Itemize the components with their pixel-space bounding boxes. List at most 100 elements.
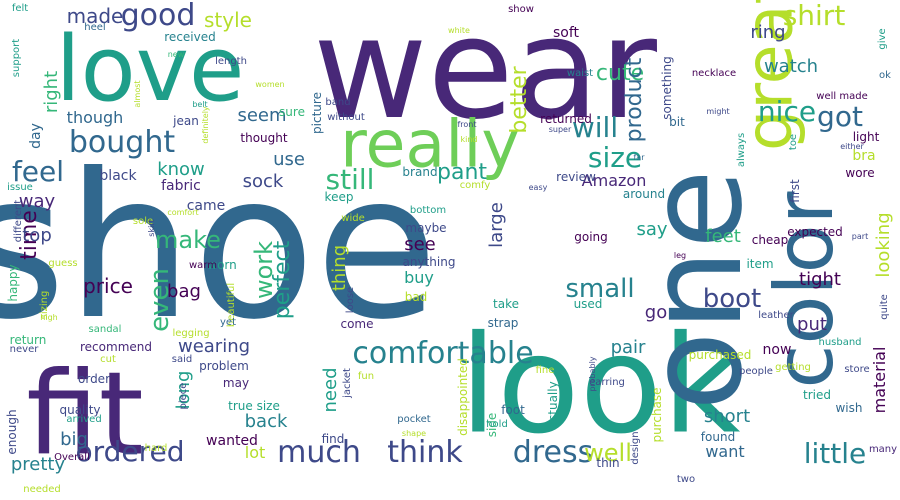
cloud-word: ok [879, 70, 891, 81]
cloud-word: small [565, 274, 635, 304]
cloud-word: brand [402, 165, 438, 179]
cloud-word: material [870, 346, 889, 414]
cloud-word: super [548, 125, 572, 134]
cloud-word: shape [401, 429, 427, 438]
cloud-word: probably [588, 356, 597, 392]
cloud-word: watch [763, 56, 819, 77]
cloud-word: comfy [459, 180, 491, 191]
cloud-word: said [171, 354, 193, 365]
cloud-word: actually [546, 381, 560, 429]
cloud-word: cut [100, 354, 116, 365]
cloud-word: yet [220, 317, 236, 328]
cloud-word: bad [404, 290, 428, 304]
cloud-word: use [273, 149, 305, 170]
cloud-word: tight [799, 269, 841, 290]
cloud-word: without [327, 112, 365, 123]
cloud-word: waist [566, 68, 594, 79]
cloud-word: warm [189, 260, 217, 271]
cloud-word: returned [540, 112, 592, 126]
cloud-word: necklace [691, 68, 737, 79]
cloud-word: though [66, 108, 124, 127]
cloud-word: looking [873, 212, 894, 278]
cloud-word: easy [528, 183, 548, 192]
cloud-word: Amazon [581, 171, 647, 190]
cloud-word: problem [199, 359, 249, 373]
cloud-word: jacket [342, 368, 353, 398]
cloud-word: put [797, 314, 827, 335]
cloud-word: bottom [409, 205, 447, 216]
cloud-word: shirt [782, 0, 846, 32]
cloud-word: soft [552, 25, 580, 41]
cloud-word: comfortable [352, 336, 534, 371]
cloud-word: front [457, 120, 477, 129]
cloud-word: know [157, 159, 205, 180]
cloud-word: shoe [0, 131, 439, 364]
cloud-word: first [788, 179, 802, 203]
cloud-word: hold [486, 419, 508, 430]
cloud-word: buy [404, 268, 434, 287]
cloud-word: bag [167, 281, 201, 302]
cloud-word: wish [835, 401, 863, 415]
cloud-word: found [700, 430, 736, 444]
cloud-word: still [325, 163, 375, 196]
cloud-word: pant [436, 160, 488, 185]
cloud-word: disappointed [456, 358, 470, 436]
cloud-word: find [321, 432, 345, 446]
cloud-word: see [404, 234, 436, 255]
cloud-word: price [83, 274, 133, 298]
cloud-word: feet [705, 226, 741, 247]
cloud-word: loose [345, 286, 356, 314]
cloud-word: received [164, 30, 216, 44]
cloud-word: far [633, 153, 645, 162]
cloud-word: lot [244, 443, 266, 462]
cloud-word: show [508, 4, 534, 15]
cloud-word: store [844, 364, 870, 375]
cloud-word: leather [758, 310, 794, 321]
cloud-word: way [18, 191, 56, 212]
cloud-word: comfort [167, 208, 199, 217]
cloud-word: made [66, 4, 124, 28]
cloud-word: enough [5, 409, 19, 455]
cloud-word: tried [803, 388, 831, 402]
cloud-word: used [573, 297, 603, 311]
cloud-word: think [387, 435, 463, 470]
cloud-word: strap [487, 316, 519, 330]
cloud-word: sock [242, 171, 284, 192]
cloud-word: anything [402, 255, 456, 269]
cloud-word: wanted [206, 433, 258, 449]
cloud-word: people [739, 366, 773, 377]
cloud-word: may [222, 376, 250, 390]
cloud-word: dress [512, 435, 594, 470]
cloud-word: earring [589, 377, 625, 388]
cloud-word: leg [673, 251, 687, 260]
cloud-word: look [459, 306, 741, 464]
cloud-word: thing [329, 244, 350, 292]
cloud-word: bra [852, 148, 876, 164]
cloud-word: thought [240, 131, 288, 145]
cloud-word: definitely [201, 106, 210, 144]
cloud-word: quite [879, 294, 890, 320]
cloud-word: short [703, 406, 751, 427]
cloud-word: high [40, 313, 58, 322]
cloud-word: jean [173, 114, 199, 128]
cloud-word: never [9, 344, 39, 355]
cloud-word: fit [26, 347, 144, 482]
cloud-word: new [167, 50, 185, 59]
cloud-word: nice [757, 95, 817, 128]
cloud-word: style [204, 8, 252, 32]
cloud-word: keep [324, 190, 354, 204]
cloud-word: thin [596, 456, 620, 470]
cloud-word: women [255, 80, 285, 89]
cloud-word: need [320, 367, 341, 413]
cloud-word: true size [228, 399, 280, 413]
cloud-word: fun [357, 371, 375, 382]
cloud-word: little [803, 437, 867, 470]
cloud-word: day [28, 123, 44, 149]
cloud-word: say [636, 219, 668, 240]
cloud-word: product [622, 57, 647, 143]
cloud-word: kind [460, 135, 478, 144]
cloud-word: around [622, 187, 666, 201]
cloud-word: hard [144, 443, 168, 454]
cloud-word: back [244, 411, 288, 432]
cloud-word: arrived [66, 414, 102, 425]
